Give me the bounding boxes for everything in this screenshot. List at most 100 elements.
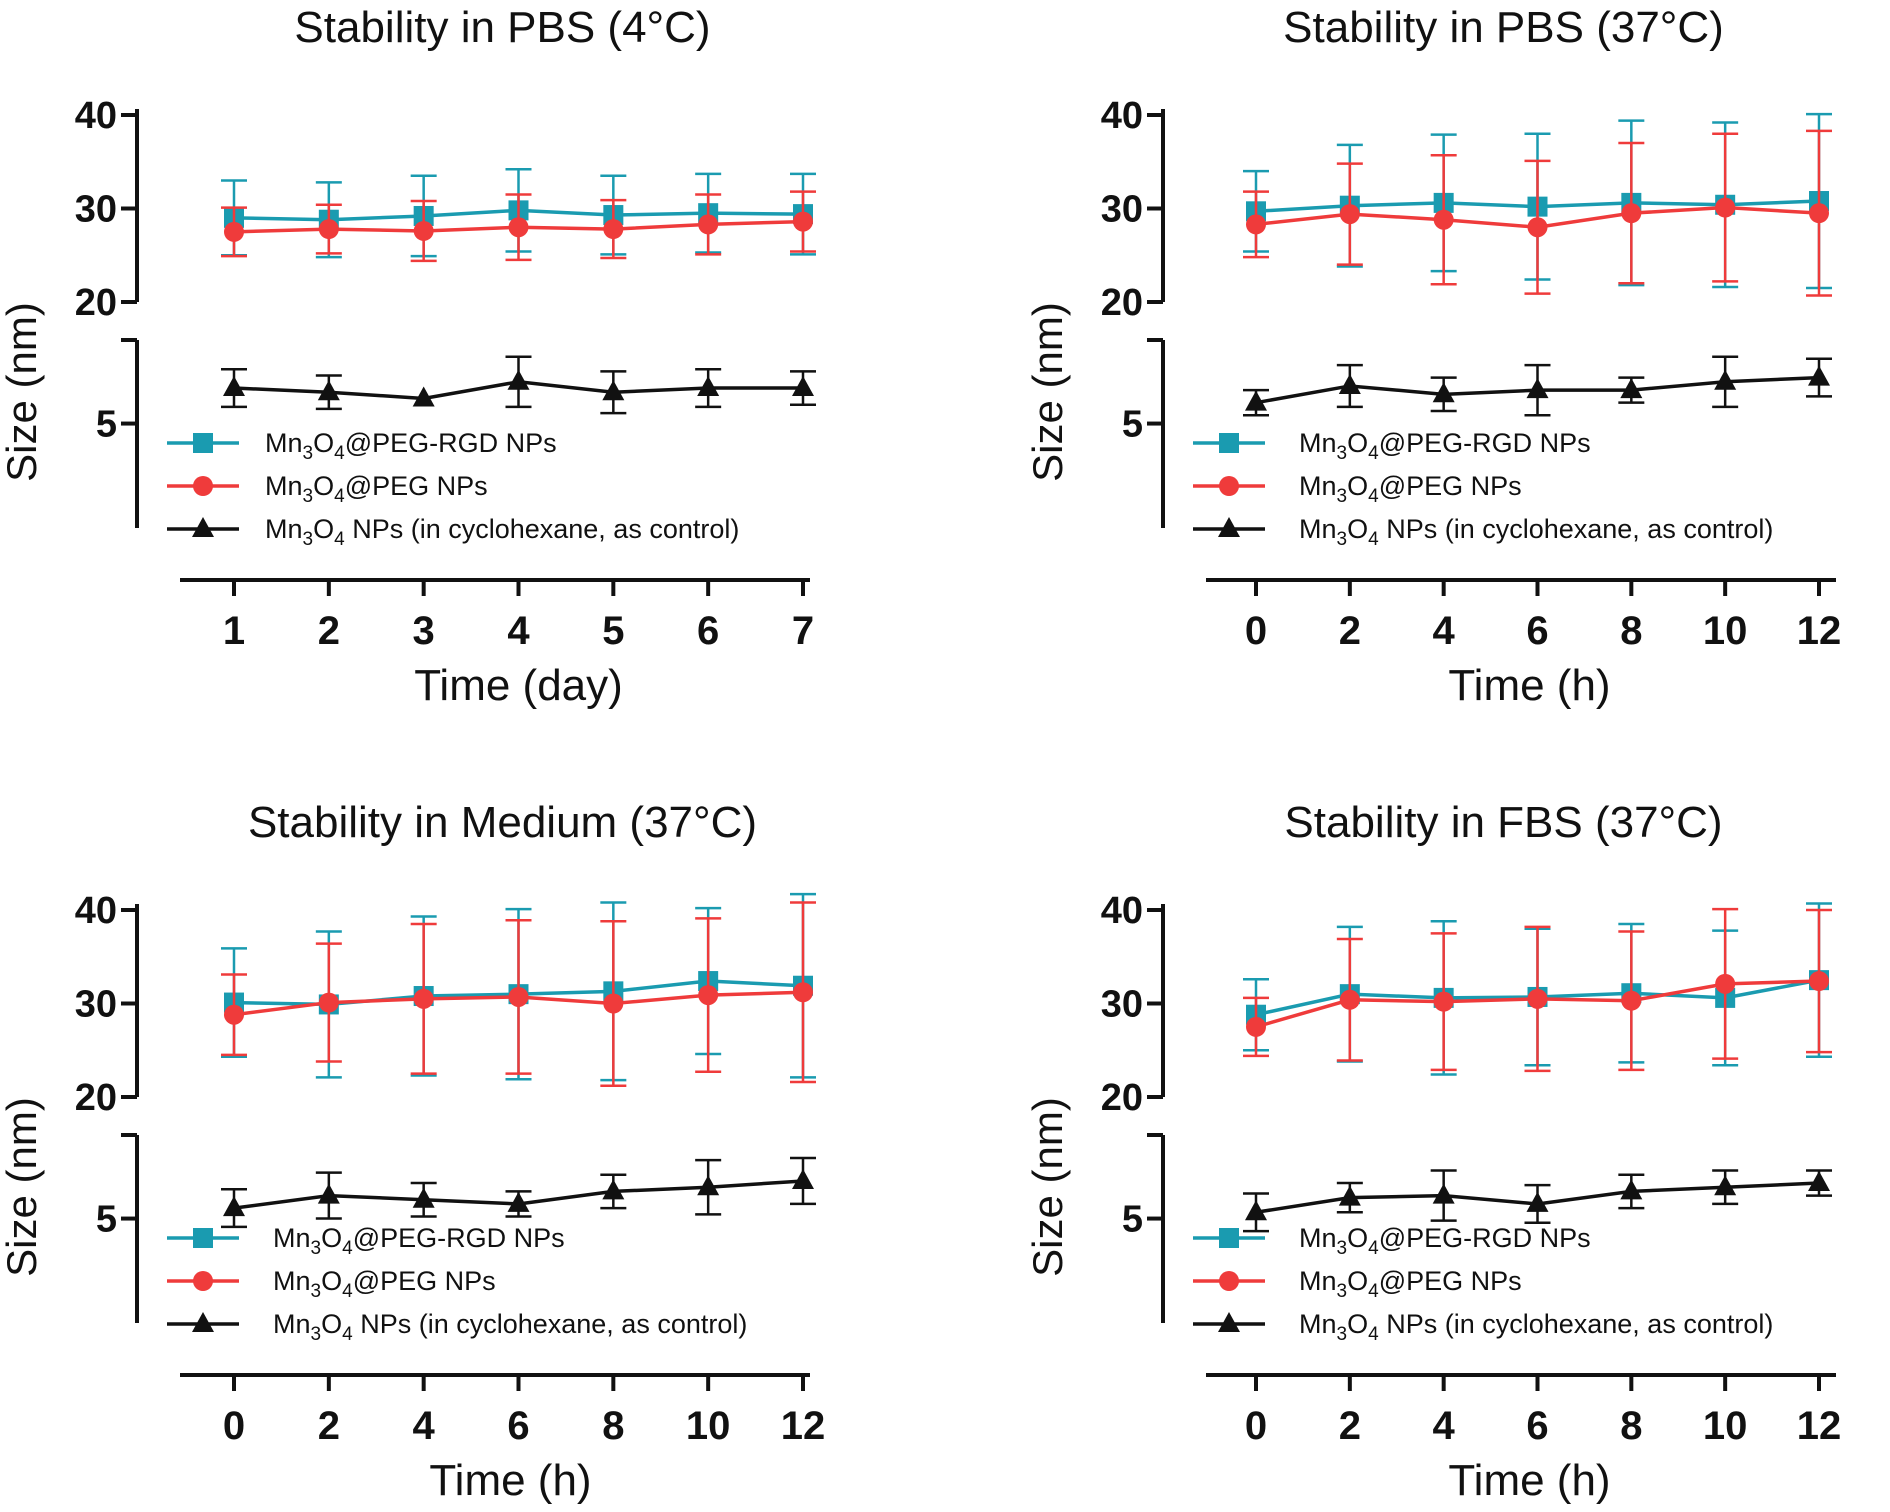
legend-marker-circle (193, 1271, 213, 1291)
x-tick-label: 6 (1526, 609, 1548, 653)
y-tick-label: 5 (96, 1199, 117, 1241)
y-axis-label: Size (nm) (1024, 1097, 1071, 1277)
x-tick-label: 1 (223, 609, 245, 653)
y-tick-label: 5 (1122, 1199, 1143, 1241)
legend-text-part: NPs (in cyclohexane, as control) (1379, 1309, 1774, 1339)
x-tick-label: 8 (1620, 1404, 1642, 1448)
series-peg (1243, 907, 1832, 1073)
x-tick-label: 12 (781, 1404, 826, 1448)
data-point-circle (318, 219, 339, 240)
data-point-circle (508, 217, 529, 238)
data-point-triangle (412, 1187, 435, 1208)
legend-text-part: @PEG NPs (1379, 471, 1522, 501)
legend-text-part: Mn (1299, 1266, 1337, 1296)
data-point-triangle (507, 1191, 530, 1212)
data-point-circle (1715, 973, 1736, 994)
x-tick-label: 6 (1526, 1404, 1548, 1448)
y-tick-label: 20 (1101, 282, 1143, 324)
data-point-triangle (1714, 369, 1737, 390)
x-tick-label: 5 (602, 609, 624, 653)
legend-label-peg: Mn3O4@PEG NPs (265, 471, 488, 507)
y-tick-label: 30 (75, 189, 117, 231)
x-axis-label: Time (day) (414, 661, 623, 710)
y-tick-label: 40 (75, 95, 117, 137)
legend-marker-circle (1219, 1271, 1239, 1291)
data-point-circle (1621, 990, 1642, 1011)
legend-text-part: 3 (1337, 1324, 1348, 1345)
series-control (1243, 1169, 1832, 1233)
legend-text-part: O (321, 1266, 342, 1296)
data-point-triangle (1620, 1179, 1643, 1200)
data-point-circle (224, 1004, 244, 1025)
legend-text-part: O (313, 514, 334, 544)
x-tick-label: 8 (602, 1404, 624, 1448)
data-point-triangle (602, 1179, 625, 1200)
legend-text-part: 4 (1368, 486, 1379, 507)
data-point-circle (318, 992, 339, 1013)
legend-label-rgd: Mn3O4@PEG-RGD NPs (265, 428, 557, 464)
y-tick-label: 20 (75, 1077, 117, 1119)
legend-text-part: Mn (265, 428, 303, 458)
legend-text-part: O (1347, 471, 1368, 501)
data-point-circle (1715, 197, 1736, 218)
series-peg (221, 901, 816, 1088)
legend-text-part: @PEG-RGD NPs (353, 1223, 565, 1253)
legend-label-ctrl: Mn3O4 NPs (in cyclohexane, as control) (1299, 514, 1773, 550)
data-point-circle (1433, 991, 1454, 1012)
x-tick-label: 0 (1245, 609, 1267, 653)
x-tick-label: 3 (413, 609, 435, 653)
data-point-triangle (1432, 1183, 1455, 1204)
data-point-triangle (792, 376, 814, 397)
legend-text-part: Mn (265, 514, 303, 544)
data-point-circle (793, 982, 813, 1003)
legend-marker-circle (193, 476, 213, 496)
data-point-triangle (602, 380, 625, 401)
data-point-circle (1809, 971, 1829, 992)
legend-text-part: 3 (1337, 529, 1348, 550)
legend-label-ctrl: Mn3O4 NPs (in cyclohexane, as control) (1299, 1309, 1773, 1345)
legend-text-part: O (1347, 1266, 1368, 1296)
data-point-circle (1527, 988, 1548, 1009)
legend-marker-square (193, 433, 213, 453)
data-point-circle (793, 211, 813, 232)
chart-title: Stability in FBS (37°C) (1284, 798, 1722, 847)
data-point-circle (698, 214, 719, 235)
legend-text-part: Mn (273, 1309, 311, 1339)
y-axis-label: Size (nm) (0, 302, 45, 482)
data-point-circle (508, 986, 529, 1007)
y-tick-label: 5 (1122, 404, 1143, 446)
legend-text-part: O (1347, 514, 1368, 544)
data-point-triangle (1526, 1191, 1549, 1212)
data-point-triangle (1338, 1185, 1361, 1206)
legend-text-part: O (1347, 1309, 1368, 1339)
y-tick-label: 5 (96, 404, 117, 446)
legend-label-rgd: Mn3O4@PEG-RGD NPs (273, 1223, 565, 1259)
legend-text-part: 4 (1368, 443, 1379, 464)
x-tick-label: 2 (318, 1404, 340, 1448)
legend-text-part: Mn (1299, 428, 1337, 458)
data-point-triangle (1620, 378, 1643, 399)
legend-text-part: 3 (311, 1238, 322, 1259)
legend: Mn3O4@PEG-RGD NPs Mn3O4@PEG NPs Mn3O4 NPs … (167, 428, 739, 550)
legend-text-part: 3 (303, 529, 314, 550)
legend-marker-triangle (192, 1312, 214, 1332)
legend-text-part: 3 (311, 1281, 322, 1302)
chart-panel-2: Stability in PBS (37°C) 40 30 20 5 Size (nm) 0… (1024, 3, 1841, 710)
legend-text-part: Mn (1299, 471, 1337, 501)
data-point-triangle (507, 369, 530, 390)
legend-marker-square (1219, 1228, 1239, 1248)
x-tick-label: 7 (792, 609, 814, 653)
x-tick-label: 8 (1620, 609, 1642, 653)
y-axis-label: Size (nm) (1024, 302, 1071, 482)
legend-marker-triangle (1218, 517, 1240, 537)
legend-text-part: NPs (in cyclohexane, as control) (1379, 514, 1774, 544)
legend-label-ctrl: Mn3O4 NPs (in cyclohexane, as control) (265, 514, 739, 550)
chart-title: Stability in PBS (37°C) (1283, 3, 1724, 52)
series-peg (1243, 129, 1832, 297)
data-point-triangle (697, 376, 720, 397)
x-tick-label: 4 (1433, 609, 1456, 653)
x-axis-label: Time (h) (429, 1456, 591, 1505)
y-tick-label: 30 (75, 984, 117, 1026)
data-point-triangle (1432, 382, 1455, 403)
